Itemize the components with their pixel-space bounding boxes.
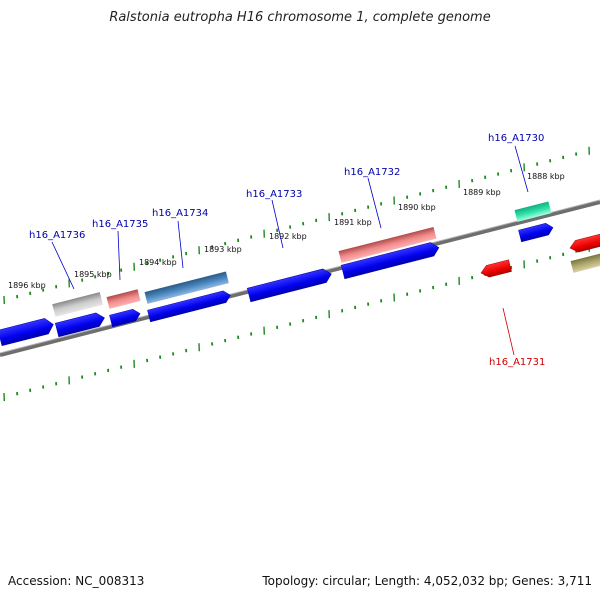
kbp-label: 1896 kbp [8, 281, 46, 290]
kbp-label: 1892 kbp [269, 232, 307, 241]
forward-gene-5[interactable] [246, 267, 333, 303]
accession-text: Accession: NC_008313 [8, 574, 145, 588]
callout-line-reverse [502, 307, 515, 356]
feature-pink-box-large[interactable] [338, 226, 437, 263]
forward-gene-7[interactable] [518, 222, 555, 243]
forward-gene-4[interactable] [147, 289, 232, 323]
gene-label-h16-a1732[interactable]: h16_A1732 [344, 167, 400, 178]
outer-ruler-ticks [3, 146, 590, 305]
reverse-gene-1[interactable] [480, 259, 512, 279]
reverse-gene-2[interactable] [569, 232, 600, 254]
gene-label-h16-a1730[interactable]: h16_A1730 [488, 133, 544, 144]
kbp-label: 1891 kbp [334, 218, 372, 227]
gene-label-h16-a1731[interactable]: h16_A1731 [489, 357, 545, 368]
map-title: Ralstonia eutropha H16 chromosome 1, com… [109, 10, 491, 25]
kbp-label: 1894 kbp [139, 258, 177, 267]
forward-gene-6[interactable] [340, 241, 440, 280]
kbp-label: 1888 kbp [527, 172, 565, 181]
kbp-label: 1895 kbp [74, 270, 112, 279]
inner-ruler-ticks [3, 243, 590, 402]
forward-gene-1[interactable] [0, 317, 55, 347]
forward-gene-3[interactable] [109, 308, 142, 328]
callout-lines [51, 145, 529, 290]
gene-label-h16-a1734[interactable]: h16_A1734 [152, 208, 208, 219]
gene-label-h16-a1736[interactable]: h16_A1736 [29, 230, 85, 241]
feature-teal-box[interactable] [514, 201, 552, 222]
gene-label-h16-a1735[interactable]: h16_A1735 [92, 219, 148, 230]
feature-gray-box[interactable] [52, 292, 103, 317]
kbp-label: 1893 kbp [204, 245, 242, 254]
forward-gene-2[interactable] [54, 311, 106, 338]
feature-olive-box[interactable] [570, 251, 600, 273]
gene-label-h16-a1733[interactable]: h16_A1733 [246, 189, 302, 200]
kbp-label: 1890 kbp [398, 203, 436, 212]
feature-pink-box-small[interactable] [106, 289, 141, 309]
genome-summary-text: Topology: circular; Length: 4,052,032 bp… [262, 574, 592, 588]
kbp-label: 1889 kbp [463, 188, 501, 197]
feature-steel-box[interactable] [144, 271, 229, 304]
